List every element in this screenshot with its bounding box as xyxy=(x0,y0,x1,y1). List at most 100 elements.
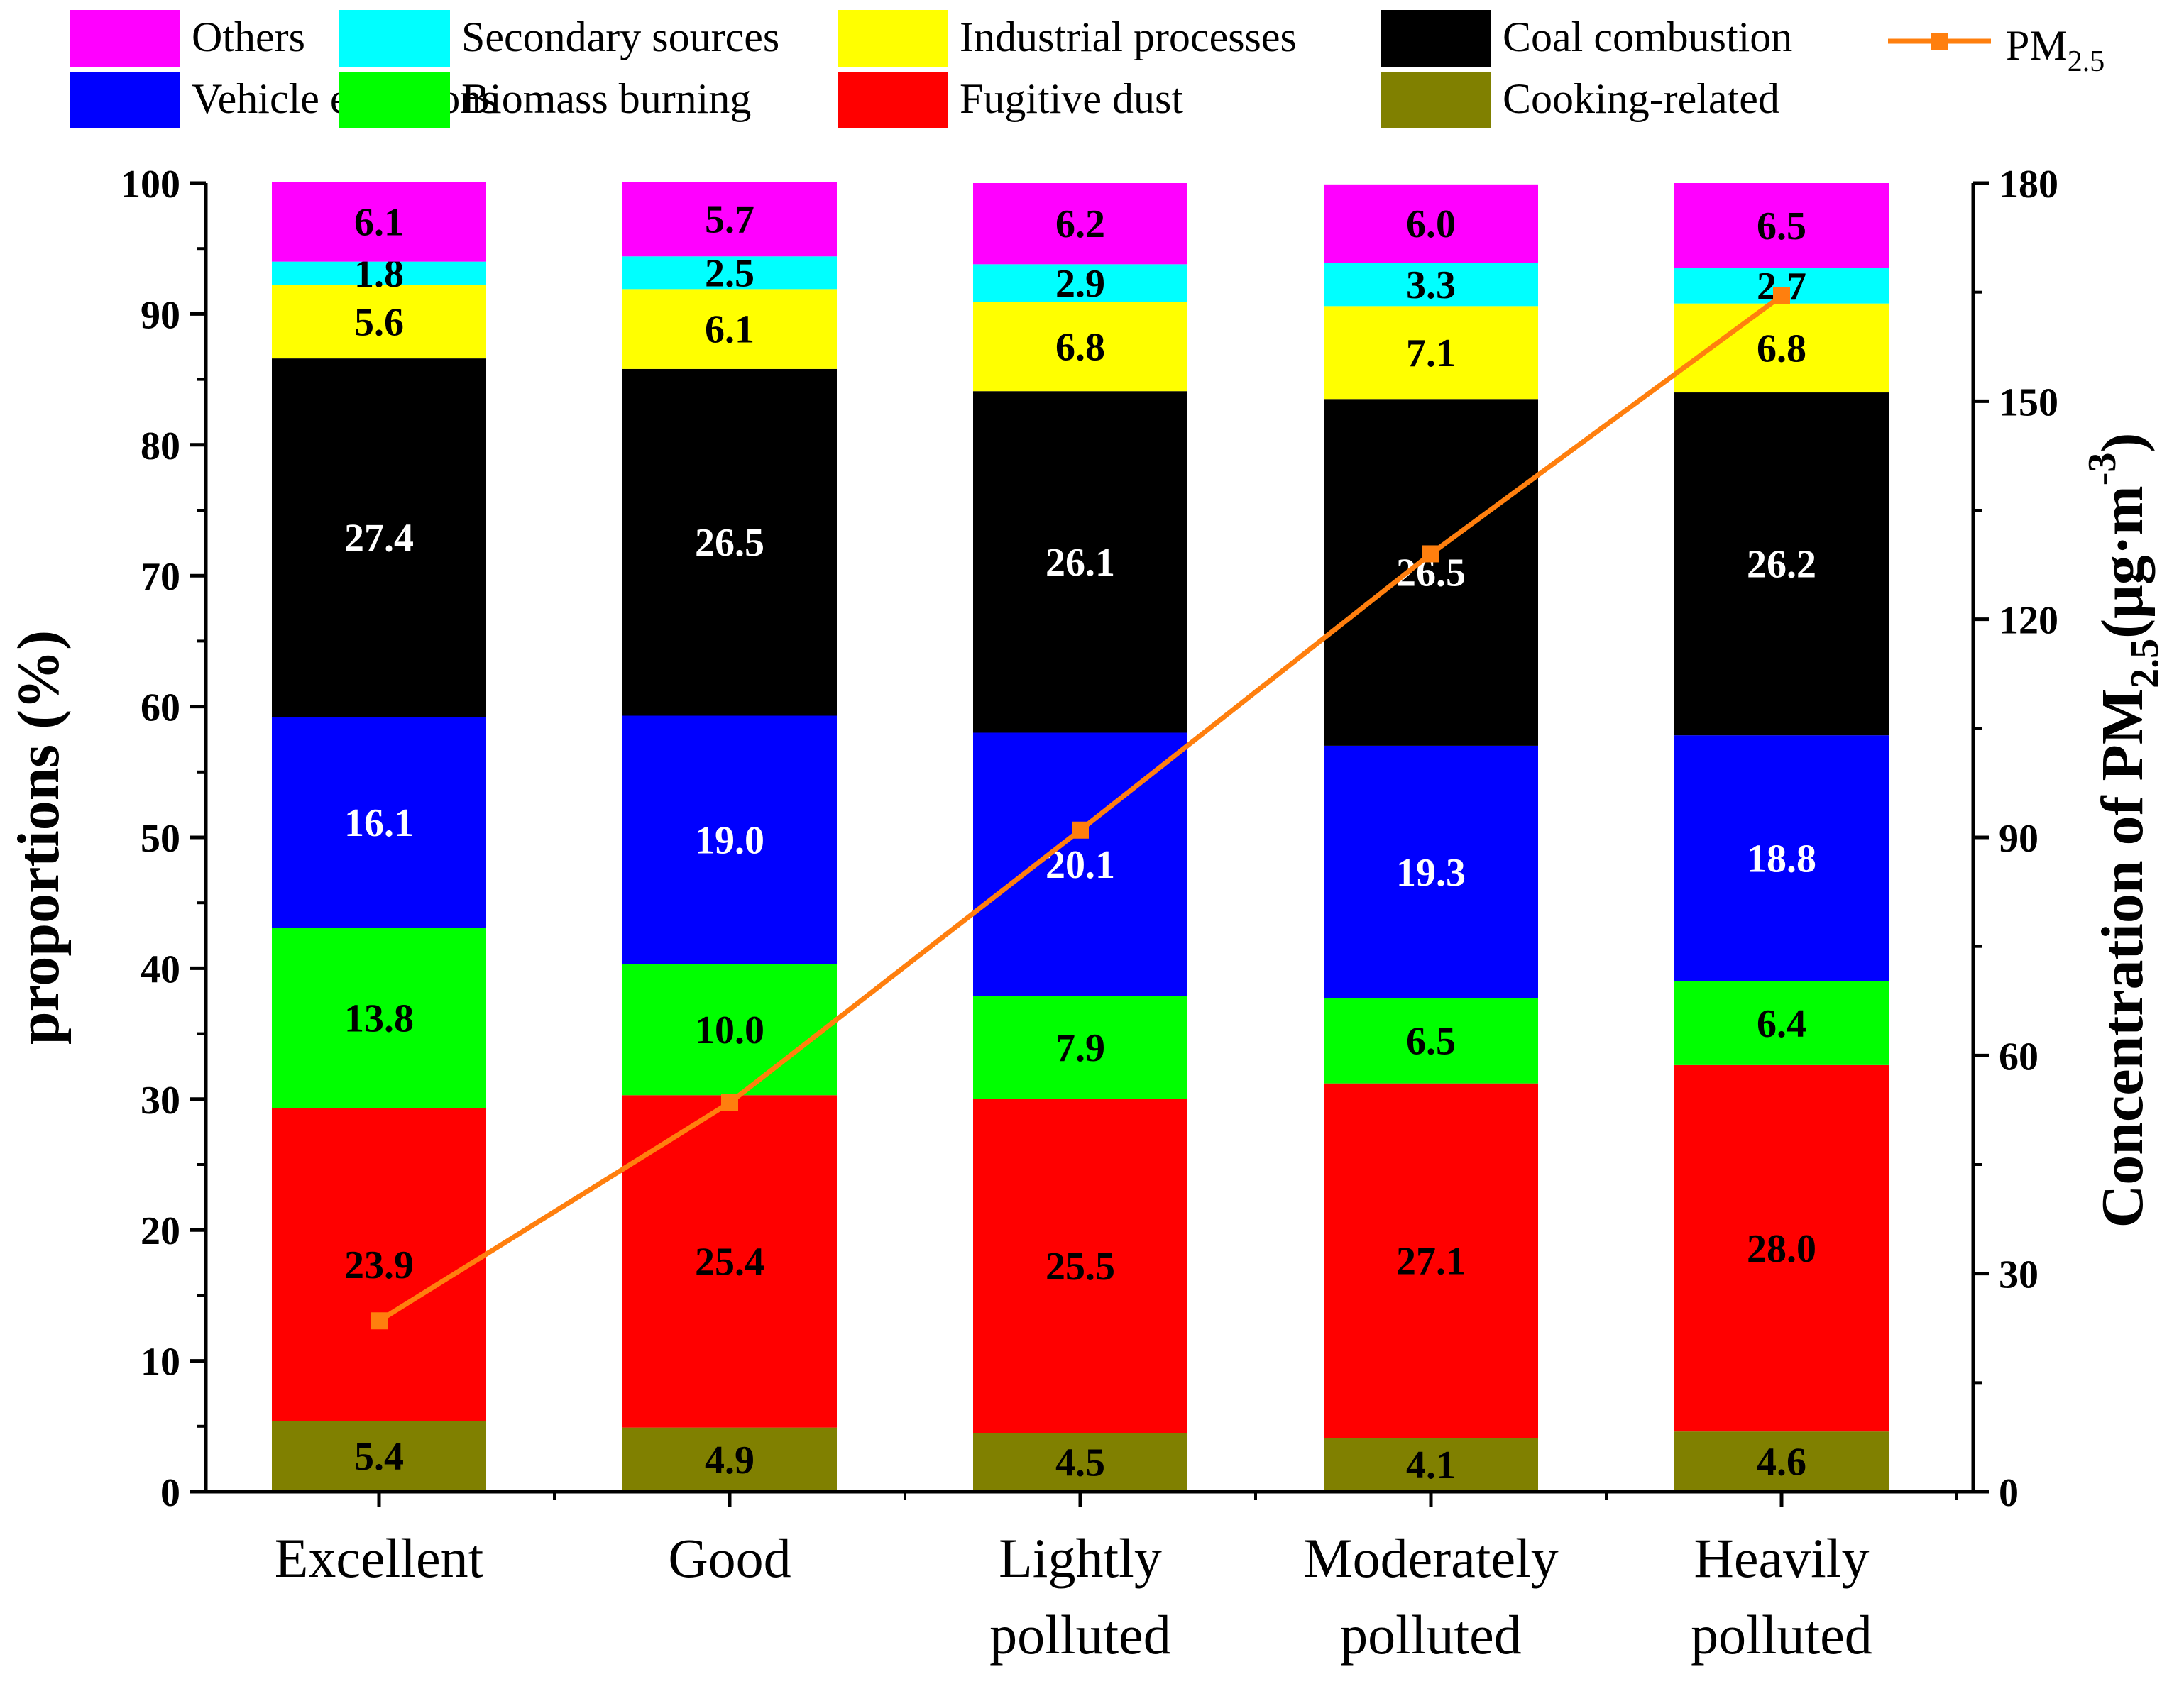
y-right-tick-label: 180 xyxy=(1999,163,2058,207)
x-tick-label-moderately-polluted: Moderately polluted xyxy=(1303,1527,1559,1666)
y-left-tick-label: 50 xyxy=(141,817,180,861)
bar-segment-cooking-related-excellent xyxy=(272,1421,486,1492)
data-label-vehicle-emissions-good: 19.0 xyxy=(695,819,764,863)
bar-segment-fugitive-dust-moderately-polluted xyxy=(1324,1083,1538,1438)
bar-segment-biomass-burning-lightly-polluted xyxy=(973,996,1187,1099)
data-label-coal-combustion-heavily-polluted: 26.2 xyxy=(1747,543,1816,587)
bar-segment-others-excellent xyxy=(272,182,486,262)
data-label-fugitive-dust-moderately-polluted: 27.1 xyxy=(1396,1240,1466,1284)
bar-segment-cooking-related-lightly-polluted xyxy=(973,1433,1187,1492)
pm25-marker-good xyxy=(721,1094,738,1111)
x-tick-label-heavily-polluted: Heavily polluted xyxy=(1691,1527,1872,1666)
bar-segment-industrial-processes-lightly-polluted xyxy=(973,302,1187,392)
data-label-others-moderately-polluted: 6.0 xyxy=(1406,202,1456,246)
legend-label-cooking-related: Cooking-related xyxy=(1503,75,1779,122)
bar-segment-fugitive-dust-lightly-polluted xyxy=(973,1099,1187,1433)
y-left-tick-label: 60 xyxy=(141,686,180,730)
data-label-cooking-related-excellent: 5.4 xyxy=(354,1435,404,1479)
bar-segment-others-lightly-polluted xyxy=(973,183,1187,265)
data-label-others-lightly-polluted: 6.2 xyxy=(1055,202,1105,246)
y-left-tick-label: 100 xyxy=(121,163,180,207)
y-left-tick-label: 10 xyxy=(141,1341,180,1385)
y-right-tick-label: 90 xyxy=(1999,817,2038,861)
legend-label-industrial-processes: Industrial processes xyxy=(960,13,1297,60)
legend-label-biomass-burning: Biomass burning xyxy=(461,75,751,122)
legend-label-fugitive-dust: Fugitive dust xyxy=(960,75,1183,122)
data-label-coal-combustion-good: 26.5 xyxy=(695,521,764,565)
y-right-tick-label: 60 xyxy=(1999,1035,2038,1079)
bar-segment-industrial-processes-good xyxy=(622,289,837,369)
bar-segment-others-good xyxy=(622,182,837,257)
legend-swatch-others xyxy=(70,10,180,67)
y-left-axis-title: proportions (%) xyxy=(6,630,72,1045)
data-label-fugitive-dust-good: 25.4 xyxy=(695,1240,764,1284)
bar-segment-vehicle-emissions-good xyxy=(622,715,837,964)
bar-segment-coal-combustion-excellent xyxy=(272,358,486,717)
y-left-tick-label: 80 xyxy=(141,424,180,468)
data-label-others-good: 5.7 xyxy=(705,198,754,242)
bar-segment-industrial-processes-moderately-polluted xyxy=(1324,306,1538,400)
bar-segment-fugitive-dust-good xyxy=(622,1095,837,1428)
y-left-tick-label: 40 xyxy=(141,947,180,991)
bar-stack-lightly-polluted: 4.525.57.920.126.16.82.96.2 xyxy=(973,183,1187,1492)
pm25-marker-moderately-polluted xyxy=(1422,545,1439,563)
data-label-industrial-processes-lightly-polluted: 6.8 xyxy=(1055,326,1105,370)
bar-segment-biomass-burning-moderately-polluted xyxy=(1324,998,1538,1084)
data-label-industrial-processes-good: 6.1 xyxy=(705,308,754,352)
data-label-secondary-sources-moderately-polluted: 3.3 xyxy=(1406,263,1456,307)
bars: 5.423.913.816.127.45.61.86.14.925.410.01… xyxy=(272,182,1889,1492)
bar-segment-secondary-sources-moderately-polluted xyxy=(1324,263,1538,307)
y-right-tick-label: 150 xyxy=(1999,380,2058,424)
y-right-tick-label: 120 xyxy=(1999,599,2058,643)
pm25-marker-lightly-polluted xyxy=(1072,821,1089,839)
bar-segment-biomass-burning-excellent xyxy=(272,928,486,1108)
y-left-tick-label: 20 xyxy=(141,1209,180,1253)
axes: 0 10 20 30 40 50 60 70 80 90 100 0 30 60 90 120 150 180 Ex… xyxy=(6,163,2167,1666)
y-left-tick-label: 90 xyxy=(141,293,180,337)
bar-segment-secondary-sources-good xyxy=(622,256,837,290)
data-label-fugitive-dust-excellent: 23.9 xyxy=(344,1243,414,1287)
bar-segment-others-moderately-polluted xyxy=(1324,184,1538,263)
bar-segment-vehicle-emissions-excellent xyxy=(272,717,486,928)
bar-segment-biomass-burning-good xyxy=(622,964,837,1096)
data-label-coal-combustion-lightly-polluted: 26.1 xyxy=(1046,541,1115,585)
legend-swatch-biomass-burning xyxy=(339,72,450,128)
data-label-industrial-processes-heavily-polluted: 6.8 xyxy=(1757,326,1806,370)
y-left-tick-label: 30 xyxy=(141,1079,180,1123)
bar-segment-fugitive-dust-heavily-polluted xyxy=(1674,1064,1889,1432)
legend-swatch-cooking-related xyxy=(1381,72,1491,128)
pm25-line xyxy=(371,287,1790,1330)
legend: Others Secondary sources Industrial proces… xyxy=(70,10,2105,128)
legend-label-pm25: PM2.5 xyxy=(2006,22,2105,78)
bar-segment-secondary-sources-lightly-polluted xyxy=(973,264,1187,302)
data-label-biomass-burning-moderately-polluted: 6.5 xyxy=(1406,1020,1456,1064)
data-label-industrial-processes-excellent: 5.6 xyxy=(354,300,404,344)
legend-marker-pm25 xyxy=(1931,33,1948,50)
legend-swatch-fugitive-dust xyxy=(838,72,948,128)
bar-stack-heavily-polluted: 4.628.06.418.826.26.82.76.5 xyxy=(1674,183,1889,1492)
bar-segment-secondary-sources-excellent xyxy=(272,261,486,285)
bar-segment-others-heavily-polluted xyxy=(1674,183,1889,268)
legend-swatch-vehicle-emissions xyxy=(70,72,180,128)
legend-swatch-secondary-sources xyxy=(339,10,450,67)
bar-segment-industrial-processes-excellent xyxy=(272,285,486,359)
data-label-biomass-burning-excellent: 13.8 xyxy=(344,996,414,1040)
bar-segment-biomass-burning-heavily-polluted xyxy=(1674,981,1889,1065)
data-label-coal-combustion-excellent: 27.4 xyxy=(344,517,414,561)
legend-swatch-coal-combustion xyxy=(1381,10,1491,67)
data-label-cooking-related-heavily-polluted: 4.6 xyxy=(1757,1441,1806,1485)
bar-segment-cooking-related-moderately-polluted xyxy=(1324,1438,1538,1492)
bar-stack-moderately-polluted: 4.127.16.519.326.57.13.36.0 xyxy=(1324,184,1538,1492)
data-label-cooking-related-moderately-polluted: 4.1 xyxy=(1406,1443,1456,1487)
x-tick-label-lightly-polluted: Lightly polluted xyxy=(989,1527,1171,1666)
y-right-axis-title: Concentration of PM2.5(μg·m-3) xyxy=(2080,433,2167,1228)
pm25-marker-heavily-polluted xyxy=(1773,287,1790,304)
bar-stack-good: 4.9 25.4 10.0 19.0 26.5 6.1 2.5 5.7 xyxy=(622,182,837,1492)
data-label-biomass-burning-heavily-polluted: 6.4 xyxy=(1757,1002,1806,1046)
data-label-vehicle-emissions-excellent: 16.1 xyxy=(344,801,414,845)
data-label-vehicle-emissions-moderately-polluted: 19.3 xyxy=(1396,851,1466,895)
data-label-others-excellent: 6.1 xyxy=(354,200,404,244)
data-label-fugitive-dust-heavily-polluted: 28.0 xyxy=(1747,1227,1816,1271)
legend-label-secondary-sources: Secondary sources xyxy=(461,13,779,60)
bar-segment-coal-combustion-good xyxy=(622,368,837,716)
